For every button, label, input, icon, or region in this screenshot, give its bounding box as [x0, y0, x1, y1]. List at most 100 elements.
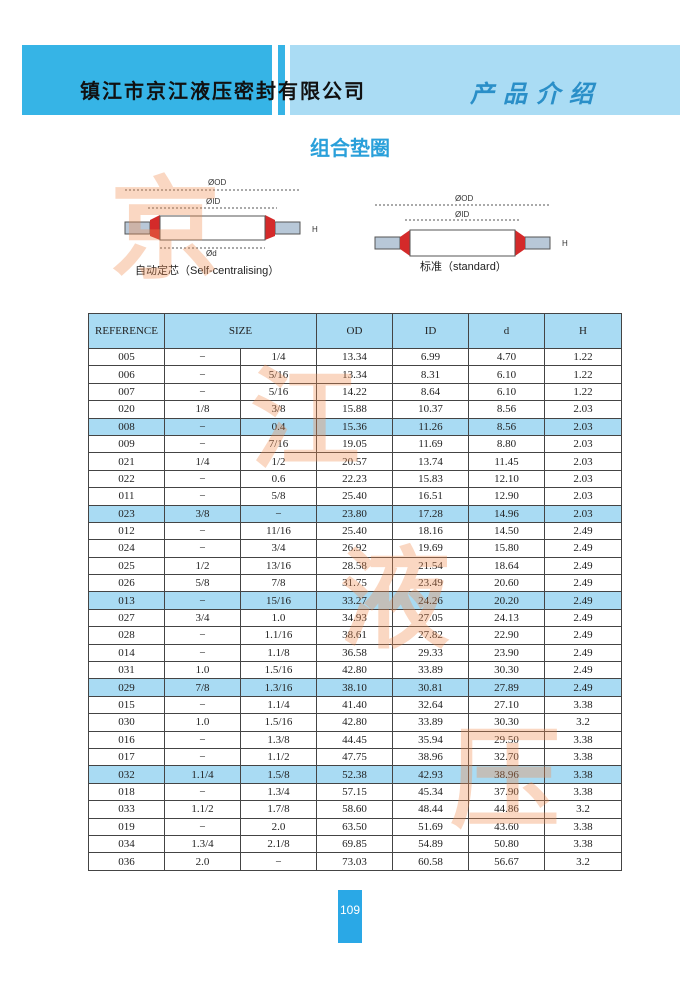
table-cell: 33.27	[316, 591, 393, 610]
table-cell: 030	[88, 713, 165, 732]
table-cell: 13.34	[316, 347, 393, 367]
table-cell: 1.3/4	[164, 834, 241, 854]
table-cell: 52.38	[316, 765, 393, 784]
table-cell: 6.10	[468, 365, 545, 384]
table-cell: −	[164, 782, 241, 802]
table-cell: 11.45	[468, 452, 545, 471]
table-cell: 27.89	[468, 678, 545, 697]
table-cell: 15.80	[468, 539, 545, 558]
table-cell: 2.0	[164, 852, 241, 871]
table-cell: 14.50	[468, 521, 545, 541]
table-cell: 2.49	[544, 678, 622, 697]
table-cell: −	[164, 747, 241, 767]
table-cell: 1/4	[164, 452, 241, 471]
diagram-self-centralising: ØOD ØID Ød H 自动定芯（Self-centralising）	[124, 178, 318, 277]
table-cell: 6.99	[392, 347, 469, 367]
table-cell: 24.13	[468, 608, 545, 628]
table-cell: −	[164, 487, 241, 506]
table-cell: 2.49	[544, 643, 622, 663]
table-cell: 11/16	[240, 521, 317, 541]
page-title: 组合垫圈	[310, 136, 390, 160]
table-cell: 3.38	[544, 817, 622, 836]
table-cell: −	[164, 347, 241, 367]
table-cell: 42.80	[316, 713, 393, 732]
table-cell: 15.36	[316, 417, 393, 436]
table-cell: 031	[88, 661, 165, 680]
table-cell: 011	[88, 487, 165, 506]
table-cell: 44.45	[316, 730, 393, 749]
table-cell: 1.22	[544, 382, 622, 402]
table-cell: 2.1/8	[240, 834, 317, 854]
table-cell: 43.60	[468, 817, 545, 836]
table-cell: 1.5/8	[240, 765, 317, 784]
table-cell: 005	[88, 347, 165, 367]
spec-table: REFERENCE SIZE OD ID d H 005−1/4 13.34 6.99 4.70 1…	[88, 313, 622, 871]
table-cell: −	[164, 626, 241, 645]
table-cell: 1.5/16	[240, 661, 317, 680]
table-cell: 47.75	[316, 747, 393, 767]
table-cell: 3/8	[164, 504, 241, 523]
table-cell: 013	[88, 591, 165, 610]
table-cell: 027	[88, 608, 165, 628]
table-cell: 7/8	[240, 574, 317, 593]
table-cell: 012	[88, 521, 165, 541]
table-cell: −	[164, 539, 241, 558]
table-cell: 23.49	[392, 574, 469, 593]
table-cell: 3/4	[164, 608, 241, 628]
table-cell: 2.49	[544, 626, 622, 645]
label: ØID	[206, 197, 220, 206]
table-cell: 1/2	[164, 556, 241, 576]
table-cell: −	[164, 469, 241, 489]
table-cell: 8.64	[392, 382, 469, 402]
header-cell: ID	[392, 313, 469, 349]
table-cell: 6.10	[468, 382, 545, 402]
table-cell: −	[164, 382, 241, 402]
table-cell: −	[164, 365, 241, 384]
table-cell: 13.74	[392, 452, 469, 471]
table-cell: 30.81	[392, 678, 469, 697]
table-cell: 22.90	[468, 626, 545, 645]
label: ØOD	[455, 194, 473, 203]
table-cell: −	[164, 521, 241, 541]
table-row: 015−1.1/4 41.40 32.64 27.10 3.38	[88, 695, 622, 715]
table-cell: 56.67	[468, 852, 545, 871]
table-row: 027 3/4 1.0 34.93 27.05 24.13 2.49	[88, 608, 622, 628]
table-cell: 33.89	[392, 713, 469, 732]
table-cell: 1.3/8	[240, 730, 317, 749]
table-row: 036 2.0−73.03 60.58 56.67 3.2	[88, 852, 622, 871]
table-cell: 2.03	[544, 417, 622, 436]
table-cell: 009	[88, 434, 165, 454]
table-cell: 20.60	[468, 574, 545, 593]
table-cell: 025	[88, 556, 165, 576]
table-cell: 38.10	[316, 678, 393, 697]
table-cell: 50.80	[468, 834, 545, 854]
table-row: 032 1.1/4 1.5/8 52.38 42.93 38.96 3.38	[88, 765, 622, 784]
table-cell: 2.49	[544, 556, 622, 576]
table-row: 005−1/4 13.34 6.99 4.70 1.22	[88, 347, 622, 367]
label: ØOD	[208, 178, 226, 187]
table-cell: 1.22	[544, 365, 622, 384]
table-cell: 1/2	[240, 452, 317, 471]
table-cell: 38.96	[392, 747, 469, 767]
table-cell: 022	[88, 469, 165, 489]
table-cell: 028	[88, 626, 165, 645]
table-cell: 036	[88, 852, 165, 871]
table-cell: 10.37	[392, 400, 469, 419]
table-cell: 023	[88, 504, 165, 523]
watermark: 江	[250, 356, 360, 484]
table-cell: 1.7/8	[240, 800, 317, 819]
table-cell: 3/4	[240, 539, 317, 558]
table-cell: 020	[88, 400, 165, 419]
table-cell: 1.0	[240, 608, 317, 628]
table-cell: 8.56	[468, 400, 545, 419]
table-row: 029 7/8 1.3/16 38.10 30.81 27.89 2.49	[88, 678, 622, 697]
table-cell: 21.54	[392, 556, 469, 576]
table-cell: 8.31	[392, 365, 469, 384]
table-cell: 42.80	[316, 661, 393, 680]
table-cell: 2.03	[544, 400, 622, 419]
table-row: 028−1.1/16 38.61 27.82 22.90 2.49	[88, 626, 622, 645]
table-cell: 12.90	[468, 487, 545, 506]
table-cell: −	[240, 504, 317, 523]
table-cell: 7/8	[164, 678, 241, 697]
header-cell: OD	[316, 313, 393, 349]
